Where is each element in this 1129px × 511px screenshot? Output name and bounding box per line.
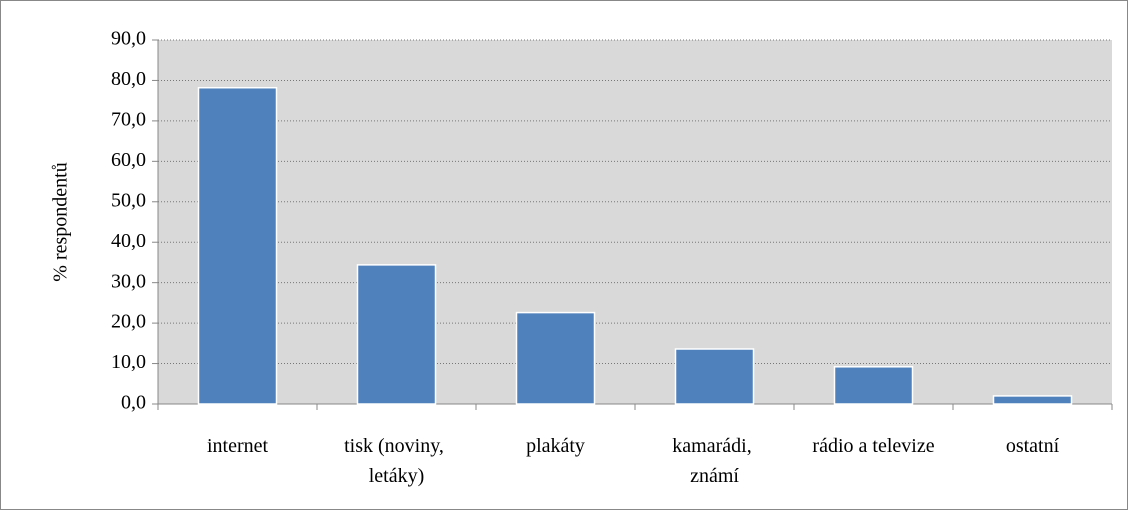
x-tick-label: kamarádi, známí <box>672 435 756 487</box>
bar <box>515 311 596 405</box>
y-tick-label: 30,0 <box>111 270 146 292</box>
bar <box>674 348 755 405</box>
x-tick-label: ostatní <box>1006 435 1060 457</box>
x-tick-label: internet <box>207 435 269 457</box>
bar <box>992 395 1073 405</box>
y-tick-label: 10,0 <box>111 351 146 373</box>
bar <box>833 366 914 405</box>
y-tick-label: 70,0 <box>111 108 146 130</box>
bar <box>197 86 278 405</box>
y-tick-label: 40,0 <box>111 230 146 252</box>
x-tick-label: rádio a televize <box>812 435 934 457</box>
y-tick-label: 60,0 <box>111 149 146 171</box>
bar <box>356 264 437 405</box>
y-tick-label: 0,0 <box>121 392 146 414</box>
x-tick-label: plakáty <box>526 435 585 457</box>
plot-area <box>158 40 1112 404</box>
y-tick-label: 90,0 <box>111 28 146 50</box>
y-tick-label: 20,0 <box>111 311 146 333</box>
y-tick-label: 50,0 <box>111 189 146 211</box>
x-tick-label: tisk (noviny, letáky) <box>344 435 449 487</box>
y-tick-label: 80,0 <box>111 68 146 90</box>
y-axis-label: % respondentů <box>50 162 72 281</box>
